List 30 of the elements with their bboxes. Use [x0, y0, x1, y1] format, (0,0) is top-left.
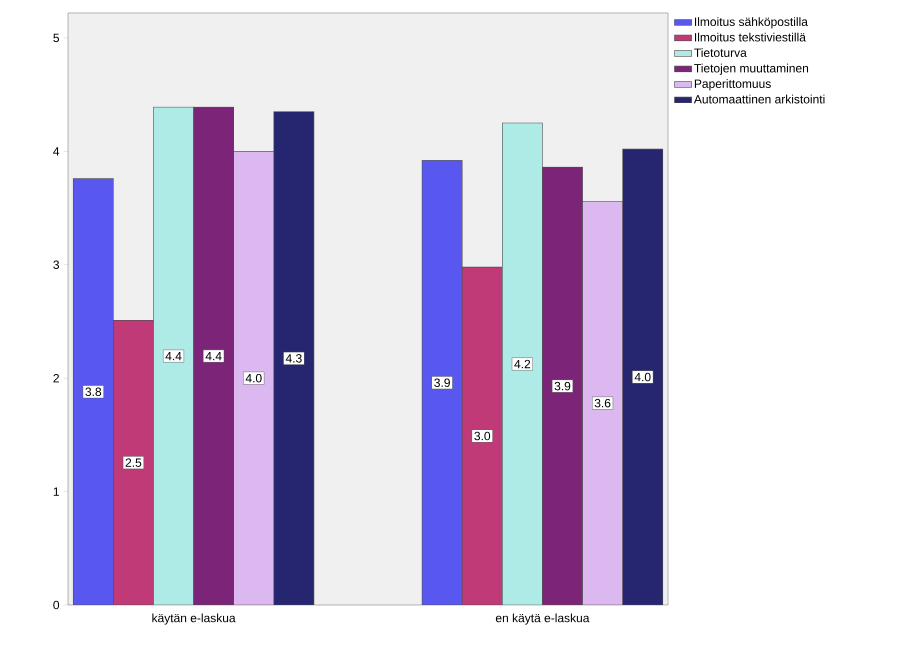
bar	[274, 111, 314, 605]
data-label: 2.5	[126, 458, 142, 467]
data-label: 4.0	[634, 372, 651, 382]
legend-label: Paperittomuus	[694, 79, 771, 90]
bar	[622, 148, 664, 605]
legend-label: Tietojen muuttaminen	[694, 64, 808, 75]
legend-label: Ilmoitus sähköpostilla	[695, 17, 808, 28]
y-tick-label: 3	[53, 260, 60, 270]
data-label: 3.0	[474, 432, 490, 440]
y-tick-label: 1	[54, 487, 59, 496]
x-tick-label: en käytä e-laskua	[496, 613, 590, 625]
data-label: 4.2	[514, 360, 530, 368]
legend-label: Ilmoitus tekstiviestillä	[695, 32, 806, 42]
y-tick-label: 2	[53, 374, 59, 382]
y-tick-label: 0	[53, 600, 60, 610]
y-tick-label: 4	[53, 147, 60, 156]
data-label: 4.3	[286, 354, 302, 363]
y-tick-label: 5	[53, 34, 60, 42]
bar	[462, 266, 503, 605]
legend-label: Automaattinen arkistointi	[694, 94, 824, 104]
bar	[113, 320, 154, 605]
data-label: 3.8	[85, 388, 102, 396]
data-label: 3.9	[554, 382, 570, 390]
data-label: 4.4	[206, 352, 222, 360]
x-tick-label: käytän e-laskua	[152, 613, 236, 625]
legend-label: Tietoturva	[694, 48, 747, 57]
data-label: 3.9	[434, 378, 450, 387]
data-label: 4.0	[246, 374, 262, 382]
data-label: 4.4	[165, 352, 182, 360]
data-label: 3.6	[594, 398, 610, 408]
